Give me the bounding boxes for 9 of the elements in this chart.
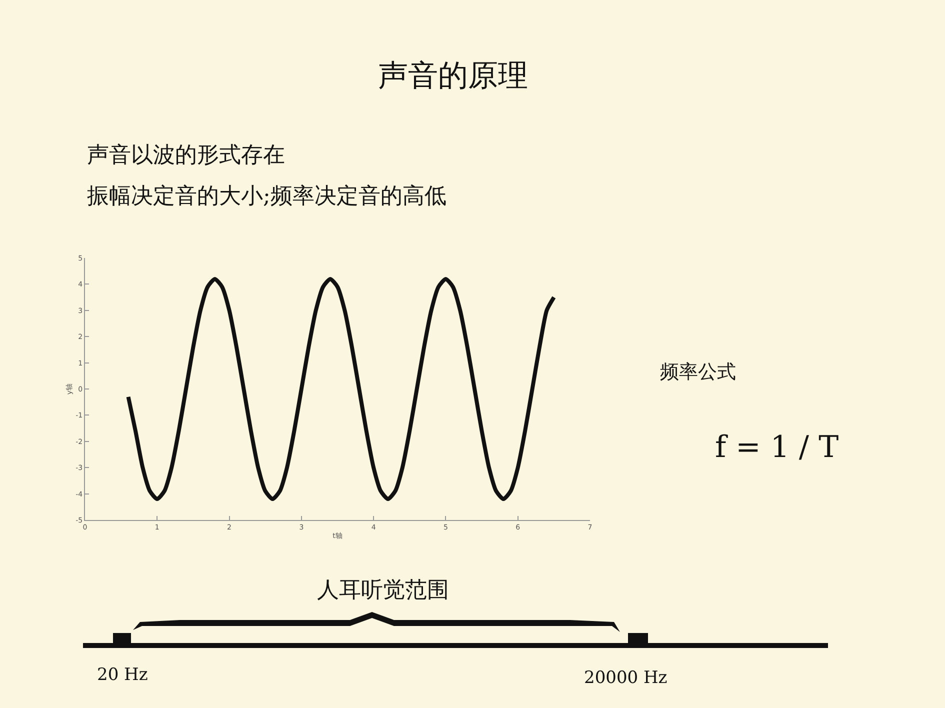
- line-series: [126, 276, 556, 502]
- text: 频率公式: [660, 361, 736, 383]
- text: 20000 Hz: [584, 668, 668, 688]
- text: 人耳听觉范围: [317, 578, 449, 603]
- text: 振幅决定音的大小;频率决定音的高低: [87, 184, 446, 209]
- text: 声音以波的形式存在: [87, 143, 285, 168]
- text: 20 Hz: [97, 665, 148, 685]
- chart-title: 声音的原理: [378, 58, 528, 94]
- text: f = 1 / T: [715, 430, 839, 465]
